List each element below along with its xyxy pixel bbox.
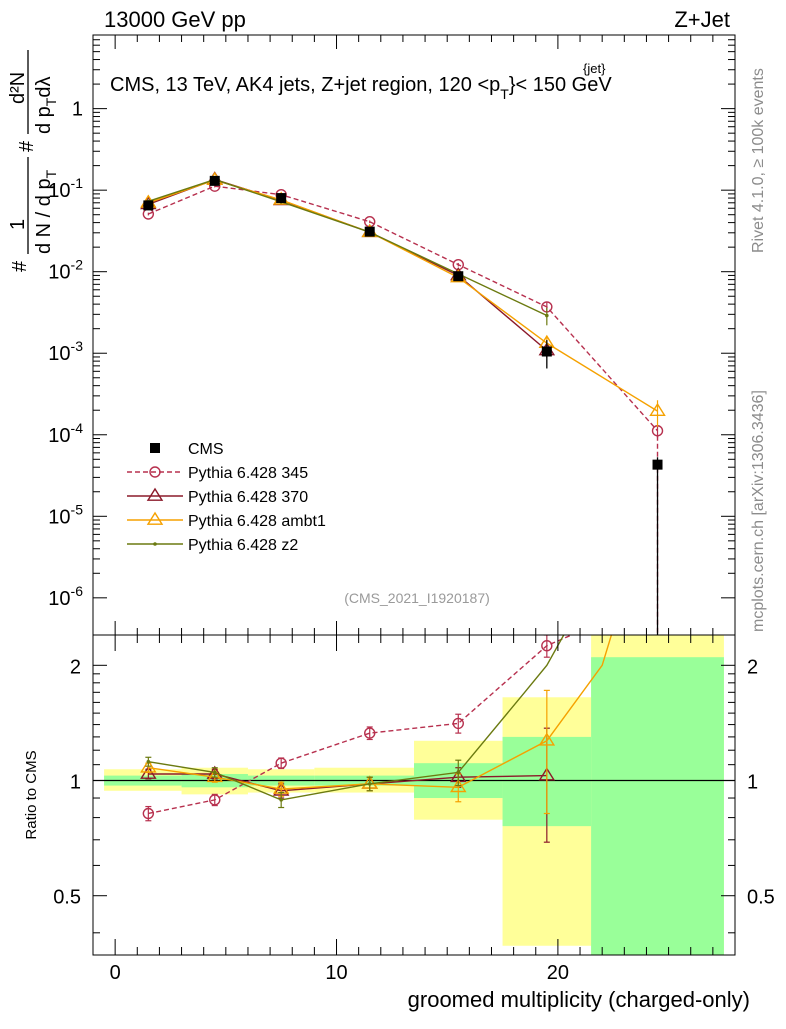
mcplots-label: mcplots.cern.ch [arXiv:1306.3436] [750, 390, 767, 632]
point-z2 [545, 313, 549, 318]
series-line-ambt1 [148, 179, 658, 412]
series-line-z2 [148, 178, 548, 317]
legend-label: Pythia 6.428 345 [188, 465, 308, 482]
ratio-point-p345 [364, 727, 376, 739]
series-line-p345 [148, 185, 659, 432]
y-tick-label: 10-2 [48, 257, 83, 284]
legend-marker-z2 [153, 542, 157, 546]
x-tick-label: 20 [547, 962, 569, 984]
y-tick-label: 10-1 [48, 175, 83, 202]
legend-label: Pythia 6.428 370 [188, 489, 308, 506]
cms-point [276, 193, 287, 204]
y-tick-label: 10-5 [48, 501, 83, 528]
ylabel-one: 1 [7, 219, 29, 230]
ratio-point-z2 [146, 759, 151, 764]
cms-point [209, 175, 220, 186]
ratio-point-p345 [209, 794, 221, 806]
ylabel-hash: # [9, 260, 31, 272]
ylabel-dN: d N / d pT [33, 169, 59, 254]
ratio-ylabel: Ratio to CMS [23, 750, 40, 839]
plot-title-sub: T [500, 86, 509, 102]
ratio-y-tick-label-right: 2 [747, 656, 758, 678]
ratio-line-p370 [148, 773, 547, 792]
x-tick-label: 0 [110, 962, 121, 984]
plot-title-end: }< 150 GeV [509, 74, 613, 96]
cms-point [143, 200, 154, 211]
legend-marker-cms [150, 443, 160, 453]
cms-point [364, 226, 375, 237]
legend-marker-p370 [146, 487, 164, 501]
cms-point [652, 459, 663, 470]
x-axis-label: groomed multiplicity (charged-only) [408, 987, 750, 1012]
ratio-point-ambt1 [140, 759, 157, 773]
ratio-y-tick-label: 1 [70, 772, 81, 794]
ylabel-hash2: # [16, 140, 38, 152]
ratio-point-z2 [279, 798, 283, 802]
ratio-frame [92, 634, 736, 956]
legend-label: Pythia 6.428 z2 [188, 537, 298, 554]
ratio-y-tick-label: 0.5 [53, 887, 81, 909]
ylabel-num: d²N [7, 72, 29, 104]
main-ylabel: # 1 d N / d pT # d²N d pTdλ [7, 50, 59, 272]
plot-title-main: CMS, 13 TeV, AK4 jets, Z+jet region, 120… [110, 74, 500, 96]
rivet-label: Rivet 4.1.0, ≥ 100k events [750, 68, 767, 253]
x-tick-label: 10 [325, 962, 347, 984]
cms-point [453, 271, 464, 282]
ratio-y-tick-label-right: 1 [747, 772, 758, 794]
y-tick-label: 10-3 [48, 338, 83, 365]
series-line-p370 [148, 178, 548, 352]
header-left: 13000 GeV pp [104, 7, 246, 32]
ratio-y-tick-label-right: 0.5 [747, 887, 775, 909]
ylabel-den: d pTdλ [33, 77, 59, 135]
legend-label: Pythia 6.428 ambt1 [188, 513, 326, 530]
ratio-line-ambt1 [148, 635, 613, 790]
legend-marker-ambt1 [146, 511, 164, 525]
ratio-point-z2 [212, 770, 217, 775]
point-ambt1 [649, 402, 666, 417]
ratio-point-p345 [452, 717, 464, 730]
analysis-id: (CMS_2021_I1920187) [344, 590, 490, 606]
ratio-point-p345 [541, 640, 553, 652]
uncertainty-band-inner [591, 657, 724, 955]
legend-label: CMS [188, 441, 224, 458]
ratio-point-p345 [142, 807, 155, 820]
ratio-point-ambt1 [450, 778, 467, 793]
cms-point [541, 346, 552, 357]
legend-marker-p345 [149, 466, 161, 478]
plot-title: CMS, 13 TeV, AK4 jets, Z+jet region, 120… [110, 74, 612, 102]
plot-title-sup: {jet} [583, 61, 606, 76]
y-tick-label: 10-4 [48, 420, 83, 447]
header-right: Z+Jet [674, 7, 730, 32]
y-tick-label: 10-6 [48, 583, 83, 610]
y-tick-label: 1 [72, 99, 83, 121]
ratio-line-z2 [148, 635, 565, 801]
legend: CMS Pythia 6.428 345 Pythia 6.428 370 Pythi… [127, 441, 326, 554]
ratio-point-z2 [456, 770, 461, 775]
ratio-point-ambt1 [538, 732, 556, 746]
ratio-y-tick-label: 2 [70, 656, 81, 678]
ratio-point-z2 [367, 782, 372, 786]
ratio-point-p345 [275, 757, 287, 769]
ratio-point-ambt1 [206, 768, 224, 783]
